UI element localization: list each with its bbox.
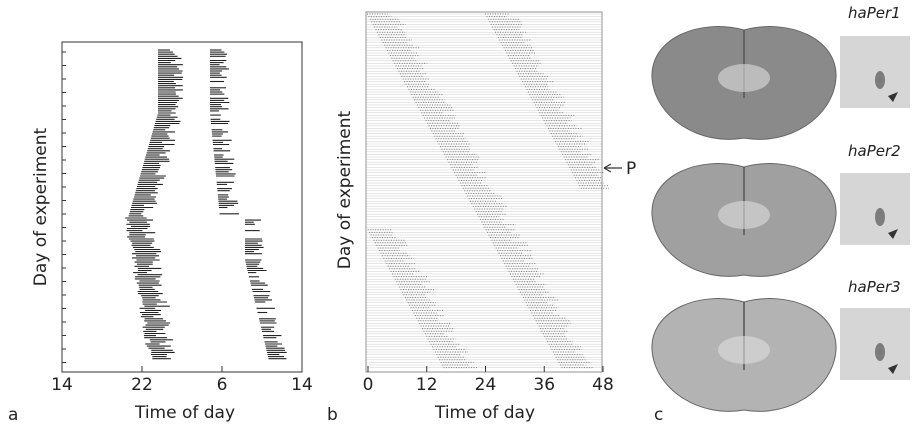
x-axis-label: Time of day xyxy=(434,403,535,423)
x-tick-label: 36 xyxy=(533,375,555,395)
ventricle xyxy=(718,201,770,229)
image-label: haPer2 xyxy=(848,142,901,160)
inset xyxy=(840,308,910,380)
arrowhead xyxy=(888,229,898,239)
x-tick-label: 24 xyxy=(475,375,497,395)
actogram-b xyxy=(367,13,609,369)
ventricle xyxy=(718,336,770,364)
scn-stain xyxy=(875,208,885,226)
panel-letter: b xyxy=(327,405,338,425)
panel-letter: a xyxy=(8,405,18,425)
inset xyxy=(840,36,910,108)
image-label: haPer1 xyxy=(848,4,901,22)
arrowhead xyxy=(888,364,898,374)
plot-frame-b xyxy=(365,11,603,373)
scn-stain xyxy=(875,343,885,361)
x-tick-label: 12 xyxy=(416,375,438,395)
x-axis-label: Time of day xyxy=(134,403,235,423)
brain-images xyxy=(651,26,910,412)
arrow-head xyxy=(603,163,612,173)
inset xyxy=(840,173,910,245)
x-tick-label: 22 xyxy=(131,375,153,395)
x-tick-label: 48 xyxy=(592,375,614,395)
x-tick-label: 14 xyxy=(291,375,313,395)
y-axis-label: Day of experiment xyxy=(31,127,51,286)
x-tick-label: 6 xyxy=(217,375,228,395)
panel-letter: c xyxy=(654,405,663,425)
arrowhead xyxy=(888,92,898,102)
actogram-a xyxy=(125,49,287,360)
annotation: P xyxy=(626,159,636,179)
y-axis-label: Day of experiment xyxy=(335,110,355,269)
x-tick-label: 0 xyxy=(363,375,374,395)
x-tick-label: 14 xyxy=(51,375,73,395)
scn-stain xyxy=(875,71,885,89)
plot-frame-a xyxy=(61,41,303,373)
ventricle xyxy=(718,64,770,92)
image-label: haPer3 xyxy=(848,278,901,296)
